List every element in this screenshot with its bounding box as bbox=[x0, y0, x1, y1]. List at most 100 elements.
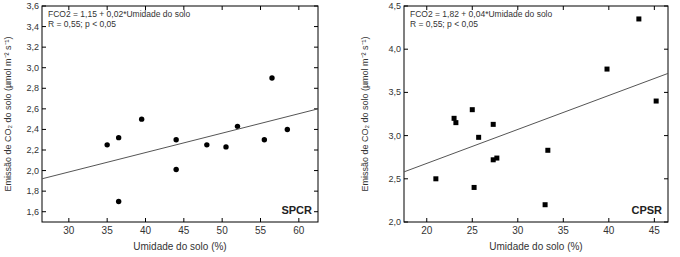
y-tick-label: 2,8 bbox=[26, 83, 39, 93]
point bbox=[636, 16, 641, 21]
point bbox=[235, 124, 240, 129]
y-tick-right bbox=[664, 49, 668, 50]
y-tick bbox=[42, 67, 46, 68]
x-tick-top bbox=[654, 6, 655, 10]
x-tick bbox=[68, 218, 69, 222]
y-tick-label: 2,2 bbox=[26, 145, 39, 155]
x-tick bbox=[517, 218, 518, 222]
x-tick bbox=[298, 218, 299, 222]
y-tick-right bbox=[664, 178, 668, 179]
x-tick bbox=[260, 218, 261, 222]
x-tick-top bbox=[222, 6, 223, 10]
point bbox=[470, 107, 475, 112]
y-tick-right bbox=[314, 47, 318, 48]
y-tick-label: 4,0 bbox=[388, 44, 401, 54]
point bbox=[472, 185, 477, 190]
x-tick bbox=[145, 218, 146, 222]
chart: 303540455055601,61,82,02,22,42,62,83,03,… bbox=[3, 1, 318, 252]
y-tick bbox=[42, 88, 46, 89]
plot-frame bbox=[42, 6, 318, 222]
point bbox=[654, 99, 659, 104]
x-tick-top bbox=[608, 6, 609, 10]
y-tick bbox=[42, 129, 46, 130]
x-tick-label: 45 bbox=[649, 225, 661, 236]
y-tick-label: 1,6 bbox=[26, 207, 39, 217]
x-tick-label: 35 bbox=[102, 225, 114, 236]
y-axis-label: Emissão de CO₂ do solo (µmol m⁻² s⁻¹) bbox=[3, 36, 13, 191]
y-tick bbox=[42, 211, 46, 212]
point bbox=[204, 142, 209, 147]
x-tick-label: 25 bbox=[467, 225, 479, 236]
x-tick bbox=[426, 218, 427, 222]
x-tick-label: 40 bbox=[140, 225, 152, 236]
y-tick-right bbox=[314, 170, 318, 171]
point bbox=[491, 122, 496, 127]
point bbox=[173, 167, 178, 172]
annotation: FCO2 = 1,15 + 0,02*Umidade do solo bbox=[48, 9, 190, 19]
y-tick-label: 1,8 bbox=[26, 186, 39, 196]
point bbox=[269, 75, 274, 80]
y-tick-right bbox=[664, 135, 668, 136]
x-tick-label: 45 bbox=[178, 225, 190, 236]
y-tick bbox=[42, 6, 46, 7]
point bbox=[223, 144, 228, 149]
y-tick-label: 3,4 bbox=[26, 22, 39, 32]
x-tick-label: 50 bbox=[217, 225, 229, 236]
x-tick-label: 20 bbox=[421, 225, 433, 236]
y-tick bbox=[404, 222, 408, 223]
x-tick bbox=[563, 218, 564, 222]
x-axis-label: Umidade do solo (%) bbox=[489, 241, 582, 252]
x-tick bbox=[183, 218, 184, 222]
y-tick-right bbox=[664, 92, 668, 93]
y-tick-label: 3,0 bbox=[26, 63, 39, 73]
y-tick bbox=[42, 108, 46, 109]
y-tick-label: 2,6 bbox=[26, 104, 39, 114]
y-tick-label: 4,5 bbox=[388, 1, 401, 11]
y-tick-right bbox=[314, 211, 318, 212]
chart-title: SPCR bbox=[281, 204, 312, 216]
y-tick bbox=[404, 92, 408, 93]
x-tick-label: 35 bbox=[558, 225, 570, 236]
point bbox=[452, 116, 457, 121]
point bbox=[139, 116, 144, 121]
y-tick-right bbox=[314, 26, 318, 27]
y-tick bbox=[42, 26, 46, 27]
x-tick-label: 30 bbox=[512, 225, 524, 236]
annotation: R = 0,55; p < 0,05 bbox=[48, 19, 116, 29]
x-tick-label: 60 bbox=[293, 225, 305, 236]
point bbox=[453, 120, 458, 125]
annotation: R = 0,55; p < 0,05 bbox=[410, 19, 478, 29]
x-tick bbox=[608, 218, 609, 222]
x-tick bbox=[472, 218, 473, 222]
point bbox=[116, 135, 121, 140]
annotation: FCO2 = 1,82 + 0,04*Umidade do solo bbox=[410, 9, 552, 19]
x-tick-label: 55 bbox=[255, 225, 267, 236]
point bbox=[262, 137, 267, 142]
regression-line bbox=[42, 109, 318, 179]
y-tick-label: 3,5 bbox=[388, 87, 401, 97]
plot-frame bbox=[404, 6, 668, 222]
y-tick-right bbox=[664, 6, 668, 7]
y-tick-label: 3,6 bbox=[26, 1, 39, 11]
y-tick bbox=[404, 6, 408, 7]
point bbox=[476, 135, 481, 140]
x-tick bbox=[222, 218, 223, 222]
point bbox=[494, 156, 499, 161]
x-tick-top bbox=[563, 6, 564, 10]
y-tick bbox=[404, 178, 408, 179]
x-tick-top bbox=[260, 6, 261, 10]
point bbox=[543, 202, 548, 207]
y-tick-right bbox=[314, 150, 318, 151]
chart: 2025303540452,02,53,03,54,04,5Umidade do… bbox=[360, 1, 668, 252]
y-tick bbox=[42, 150, 46, 151]
data-area bbox=[42, 75, 318, 204]
y-tick-right bbox=[314, 129, 318, 130]
y-tick-label: 2,5 bbox=[388, 174, 401, 184]
y-tick bbox=[404, 49, 408, 50]
point bbox=[433, 176, 438, 181]
y-tick-label: 3,2 bbox=[26, 42, 39, 52]
chart-canvas: 303540455055601,61,82,02,22,42,62,83,03,… bbox=[0, 0, 680, 257]
y-tick-label: 2,0 bbox=[26, 166, 39, 176]
point bbox=[545, 148, 550, 153]
x-tick bbox=[107, 218, 108, 222]
